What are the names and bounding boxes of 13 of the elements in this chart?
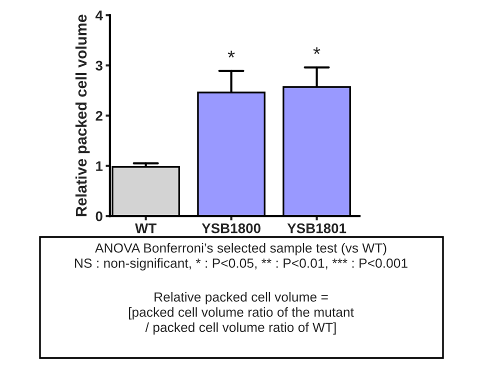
text: Relative packed cell volume = [packed cell volume ratio of the mutant / packed cell volume ratio of WT] bbox=[129, 292, 354, 335]
annotation: * bbox=[313, 47, 320, 54]
y-tick-label: 2 bbox=[96, 110, 102, 121]
y-tick-label: 1 bbox=[96, 161, 103, 171]
x-tick-label: YSB1801 bbox=[287, 223, 346, 234]
y-tick-label: 3 bbox=[96, 60, 102, 71]
y-tick-label: 0 bbox=[96, 211, 102, 222]
annotation: * bbox=[228, 50, 235, 58]
y-axis-title: Relative packed cell volume bbox=[75, 14, 90, 216]
x-tick-label: YSB1800 bbox=[202, 223, 260, 234]
text: ANOVA Bonferroni’s selected sample test (vs WT) NS : non-significant, * : P<0.05, ** : P<0.01, *** : P<0.001 bbox=[75, 243, 408, 270]
y-tick-label: 4 bbox=[95, 10, 103, 20]
x-tick-label: WT bbox=[135, 224, 156, 234]
